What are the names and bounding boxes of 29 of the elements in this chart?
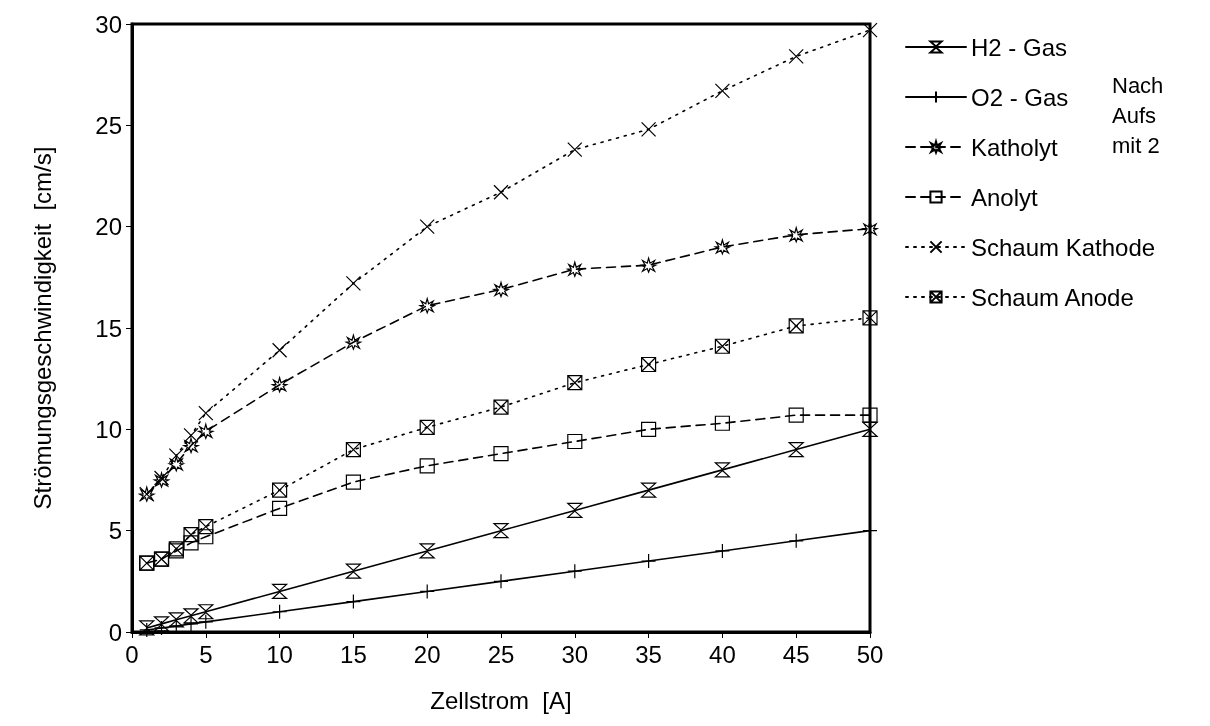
x-tick-label: 45 — [782, 640, 810, 668]
legend-label: Schaum Kathode — [971, 233, 1156, 261]
y-tick-label: 30 — [95, 10, 122, 38]
y-axis-title: Strömungsgeschwindigkeit [cm/s] — [28, 146, 56, 510]
x-tick-label: 35 — [635, 640, 662, 668]
x-tick-label: 10 — [266, 640, 293, 668]
y-tick-label: 0 — [108, 618, 122, 646]
legend-label: Katholyt — [971, 133, 1059, 161]
y-tick-label: 15 — [95, 314, 122, 342]
x-tick-label: 0 — [125, 640, 139, 668]
x-tick-label: 20 — [413, 640, 441, 668]
text: Nach — [1112, 72, 1164, 98]
text: mit 2 — [1112, 132, 1160, 158]
x-axis-title: Zellstrom [A] — [430, 686, 572, 714]
x-tick-label: 5 — [199, 640, 213, 668]
legend-label: Schaum Anode — [971, 283, 1134, 311]
y-tick-label: 20 — [95, 213, 122, 241]
legend-label: O2 - Gas — [971, 83, 1069, 111]
legend-label: H2 - Gas — [971, 33, 1068, 61]
legend-label: Anolyt — [971, 183, 1039, 211]
x-tick-label: 40 — [709, 640, 736, 668]
text: Aufs — [1112, 102, 1157, 128]
x-tick-label: 25 — [487, 640, 515, 668]
y-tick-label: 10 — [95, 415, 122, 443]
y-tick-label: 25 — [95, 111, 122, 139]
x-tick-label: 50 — [856, 640, 884, 668]
x-tick-label: 30 — [561, 640, 589, 668]
x-tick-label: 15 — [340, 640, 367, 668]
y-tick-label: 5 — [108, 517, 122, 545]
